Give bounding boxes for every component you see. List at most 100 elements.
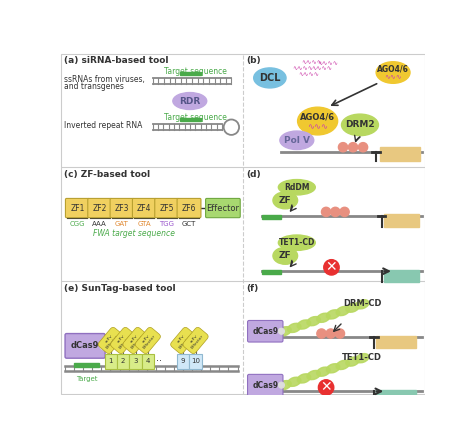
Text: ∿∿∿∿: ∿∿∿∿ bbox=[298, 72, 319, 77]
Text: Target: Target bbox=[76, 376, 97, 382]
Bar bbox=[380, 147, 420, 161]
Bar bbox=[255, 391, 273, 394]
Text: Target sequence: Target sequence bbox=[164, 113, 227, 123]
Bar bbox=[376, 336, 416, 348]
Text: (b): (b) bbox=[246, 56, 261, 65]
Text: ✕: ✕ bbox=[320, 381, 332, 394]
FancyBboxPatch shape bbox=[132, 198, 156, 218]
Circle shape bbox=[100, 342, 108, 350]
Bar bbox=[180, 72, 201, 75]
Ellipse shape bbox=[356, 353, 369, 363]
FancyBboxPatch shape bbox=[177, 354, 190, 369]
Text: Target sequence: Target sequence bbox=[164, 67, 227, 76]
Text: AAA: AAA bbox=[92, 221, 107, 227]
Circle shape bbox=[338, 143, 347, 152]
Circle shape bbox=[348, 143, 358, 152]
Ellipse shape bbox=[278, 179, 315, 195]
Bar bbox=[74, 363, 99, 367]
Ellipse shape bbox=[278, 327, 291, 336]
Text: scFv
Effector: scFv Effector bbox=[139, 331, 157, 350]
Text: ZF1: ZF1 bbox=[70, 203, 84, 213]
Ellipse shape bbox=[356, 300, 369, 309]
Text: ZF: ZF bbox=[279, 196, 292, 205]
Text: DCL: DCL bbox=[259, 73, 281, 83]
Text: Inverted repeat RNA: Inverted repeat RNA bbox=[64, 121, 142, 130]
Ellipse shape bbox=[317, 367, 330, 376]
Text: CGG: CGG bbox=[70, 221, 85, 227]
Circle shape bbox=[331, 207, 340, 217]
FancyBboxPatch shape bbox=[117, 354, 129, 369]
Text: (e) SunTag-based tool: (e) SunTag-based tool bbox=[64, 284, 175, 293]
Text: ∿∿∿∿: ∿∿∿∿ bbox=[317, 62, 338, 67]
Text: 4: 4 bbox=[146, 358, 150, 364]
Circle shape bbox=[340, 207, 349, 217]
Text: GCT: GCT bbox=[182, 221, 196, 227]
Text: Effector: Effector bbox=[206, 203, 239, 213]
Text: GAT: GAT bbox=[115, 221, 129, 227]
FancyBboxPatch shape bbox=[247, 374, 283, 396]
Text: dCas9: dCas9 bbox=[252, 327, 278, 336]
Text: TGG: TGG bbox=[159, 221, 174, 227]
Text: ∿∿∿∿: ∿∿∿∿ bbox=[302, 60, 323, 65]
Ellipse shape bbox=[288, 377, 301, 386]
Ellipse shape bbox=[173, 92, 207, 110]
Circle shape bbox=[278, 328, 284, 334]
Ellipse shape bbox=[346, 357, 359, 366]
Text: ···: ··· bbox=[153, 356, 162, 366]
FancyBboxPatch shape bbox=[206, 198, 240, 218]
Text: and transgenes: and transgenes bbox=[64, 82, 123, 91]
Ellipse shape bbox=[336, 361, 349, 369]
FancyBboxPatch shape bbox=[129, 354, 142, 369]
Text: 9: 9 bbox=[181, 358, 185, 364]
Text: ✕: ✕ bbox=[326, 260, 337, 274]
Circle shape bbox=[278, 382, 284, 388]
FancyBboxPatch shape bbox=[88, 198, 112, 218]
Ellipse shape bbox=[327, 364, 340, 373]
Text: ZF3: ZF3 bbox=[115, 203, 129, 213]
Text: dCas9: dCas9 bbox=[71, 341, 99, 350]
Bar bbox=[262, 215, 281, 219]
Text: ZF4: ZF4 bbox=[137, 203, 152, 213]
Circle shape bbox=[317, 329, 326, 338]
Text: ZF5: ZF5 bbox=[159, 203, 174, 213]
Bar bbox=[376, 390, 416, 402]
Ellipse shape bbox=[288, 323, 301, 333]
Text: GTA: GTA bbox=[137, 221, 151, 227]
Ellipse shape bbox=[278, 381, 291, 390]
FancyBboxPatch shape bbox=[142, 354, 154, 369]
Text: ∿∿∿∿: ∿∿∿∿ bbox=[292, 66, 313, 71]
Ellipse shape bbox=[273, 247, 298, 264]
Bar bbox=[384, 214, 419, 226]
Text: Pol V: Pol V bbox=[284, 136, 310, 145]
Text: RDR: RDR bbox=[179, 96, 201, 106]
FancyBboxPatch shape bbox=[247, 321, 283, 342]
Text: dCas9: dCas9 bbox=[252, 381, 278, 390]
Bar bbox=[255, 337, 273, 341]
Text: ∿∿∿: ∿∿∿ bbox=[307, 122, 328, 131]
Bar bbox=[180, 118, 201, 121]
Ellipse shape bbox=[297, 374, 310, 383]
Circle shape bbox=[326, 329, 335, 338]
Text: FWA target sequence: FWA target sequence bbox=[92, 229, 174, 238]
Text: (c) ZF-based tool: (c) ZF-based tool bbox=[64, 170, 150, 179]
Text: 2: 2 bbox=[121, 358, 126, 364]
Ellipse shape bbox=[327, 310, 340, 319]
Circle shape bbox=[321, 207, 331, 217]
FancyBboxPatch shape bbox=[177, 198, 201, 218]
Ellipse shape bbox=[376, 62, 410, 83]
FancyBboxPatch shape bbox=[190, 354, 202, 369]
Ellipse shape bbox=[297, 320, 310, 329]
Text: (d): (d) bbox=[246, 170, 261, 179]
Text: DRM2: DRM2 bbox=[345, 120, 375, 129]
Text: 3: 3 bbox=[133, 358, 138, 364]
Bar bbox=[384, 270, 419, 282]
Text: scFv
Effector: scFv Effector bbox=[187, 331, 204, 350]
Ellipse shape bbox=[341, 114, 378, 136]
Ellipse shape bbox=[278, 235, 315, 250]
Text: ZF2: ZF2 bbox=[92, 203, 107, 213]
Ellipse shape bbox=[346, 303, 359, 312]
Text: TET1-CD: TET1-CD bbox=[279, 238, 315, 247]
Text: ZF6: ZF6 bbox=[182, 203, 196, 213]
FancyBboxPatch shape bbox=[155, 198, 179, 218]
Ellipse shape bbox=[317, 313, 330, 322]
